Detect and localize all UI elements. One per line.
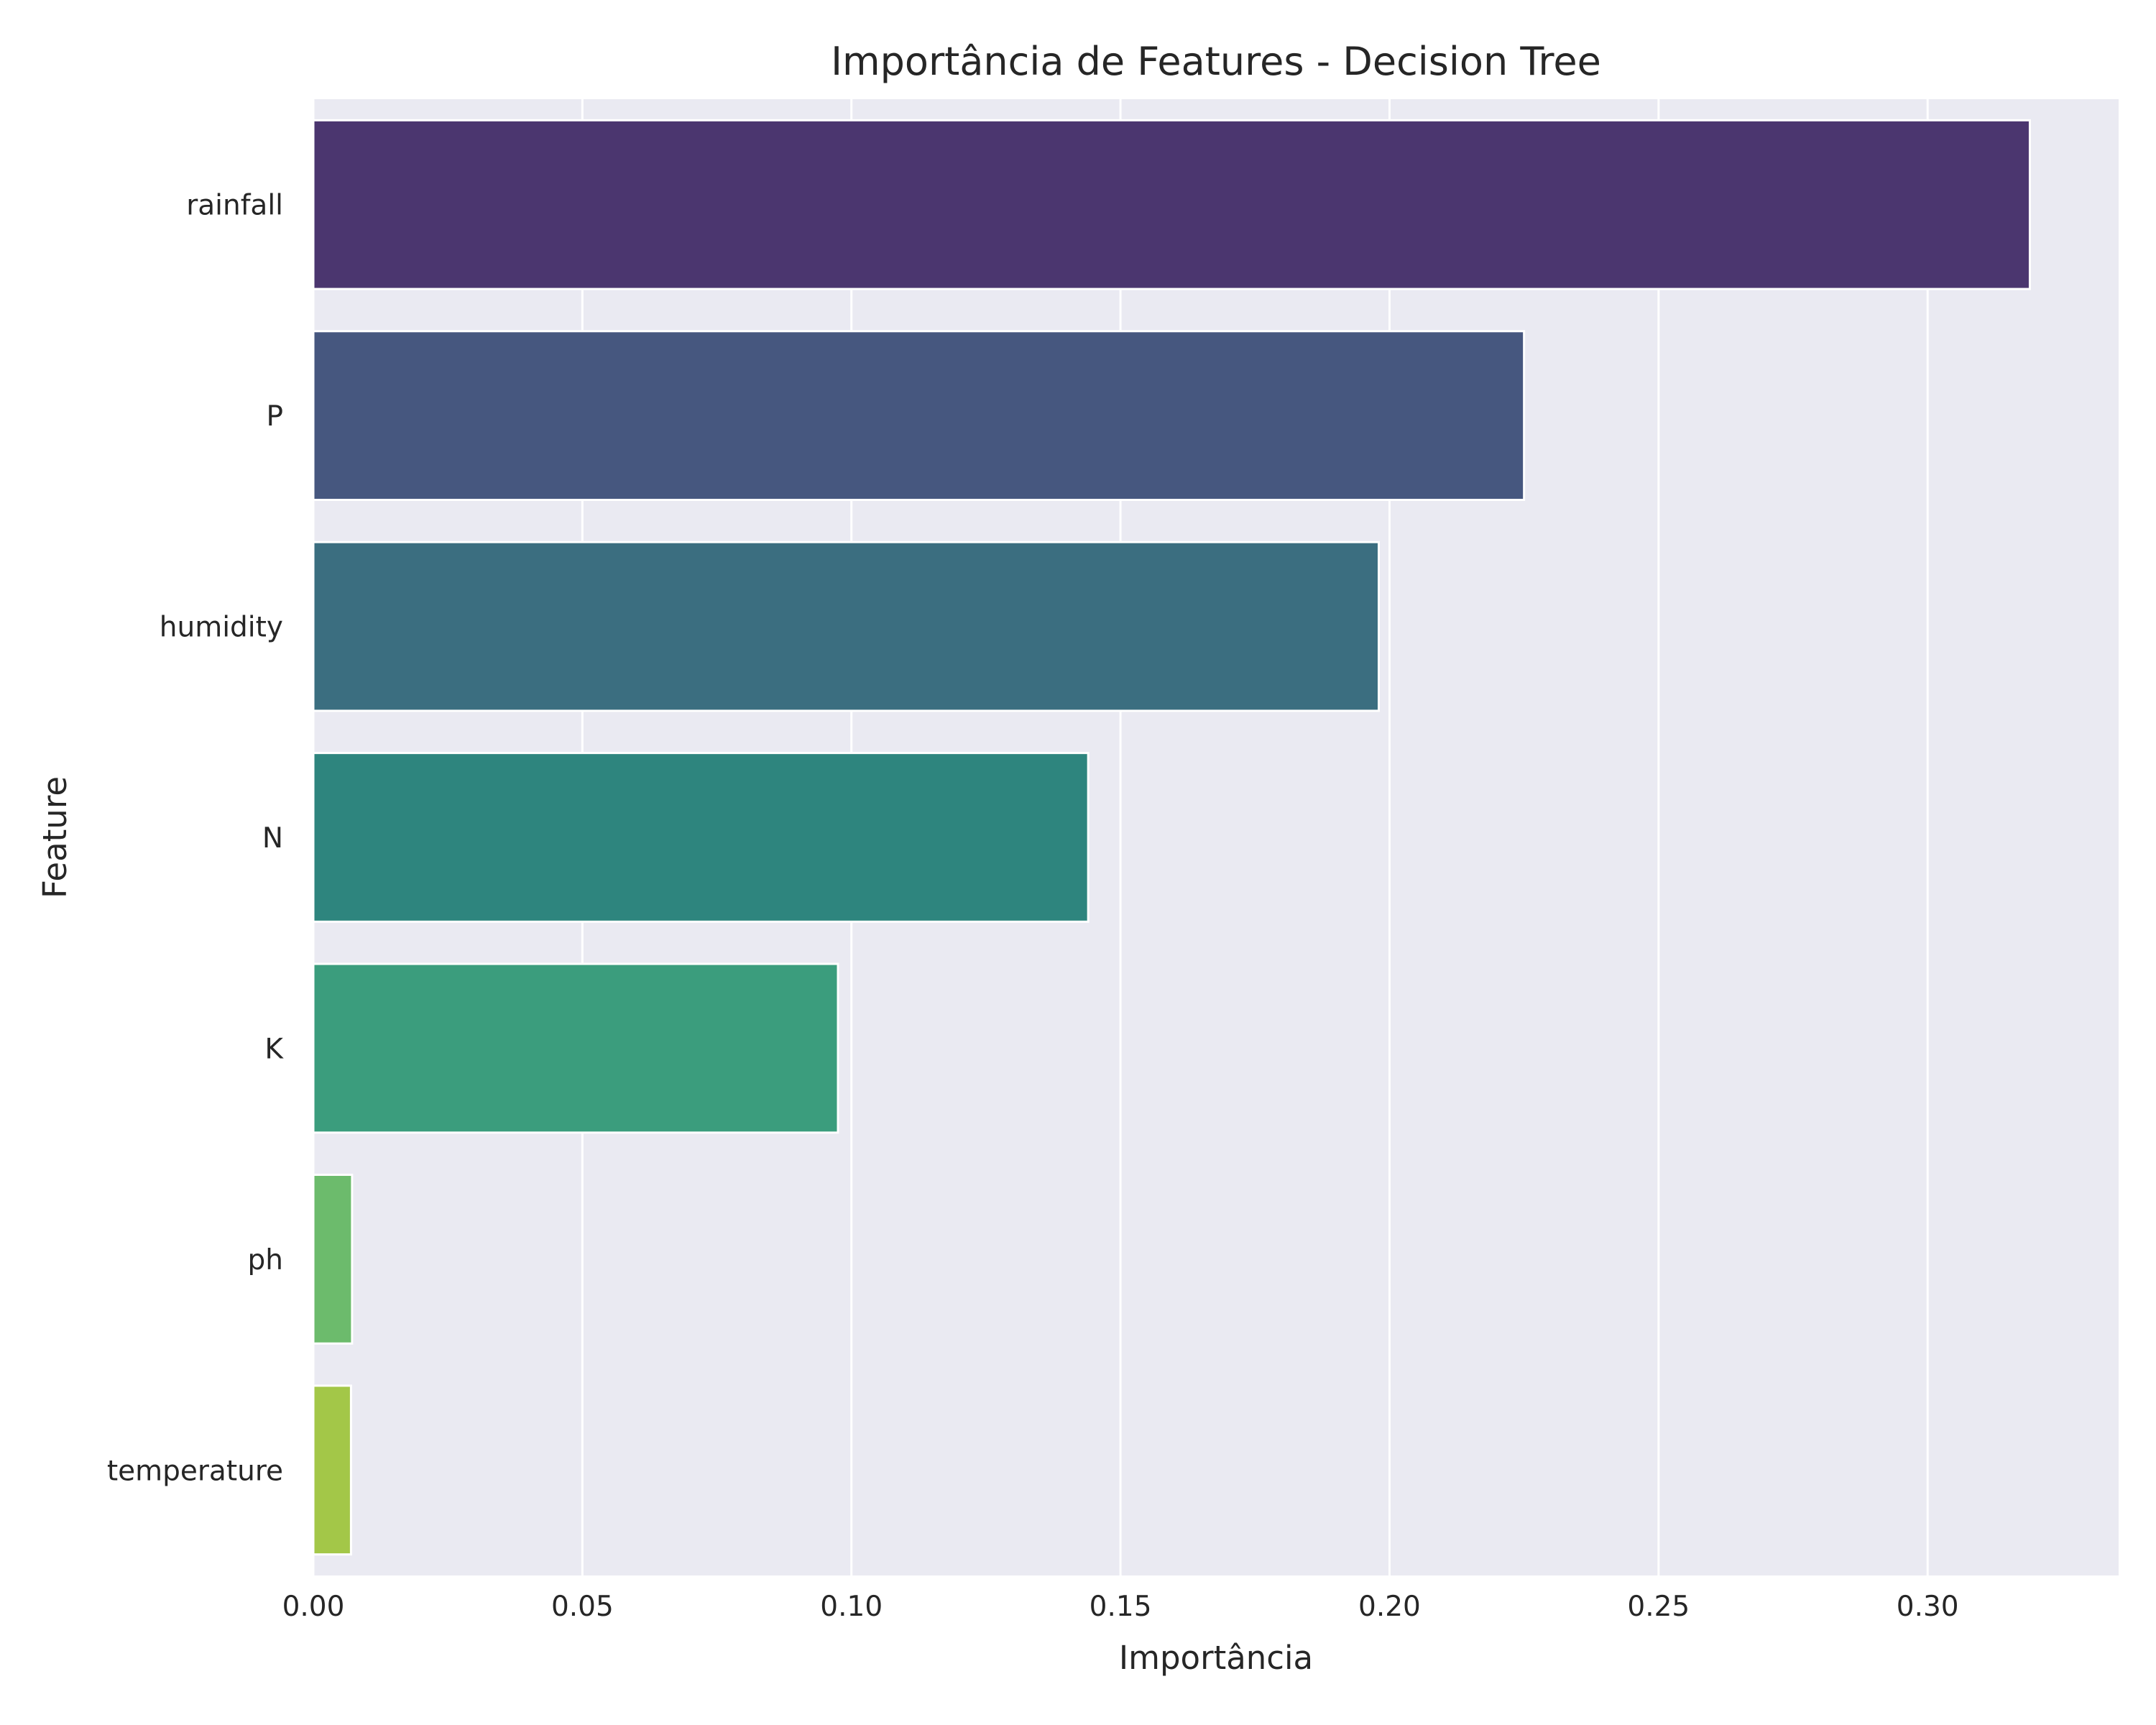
bar-ph [312, 1173, 354, 1345]
y-tick-label: N [262, 822, 283, 855]
x-tick-label: 0.30 [1897, 1591, 1959, 1623]
y-tick-label: ph [248, 1244, 283, 1276]
bar-temperature [312, 1384, 352, 1556]
x-axis-label: Importância [1119, 1639, 1313, 1677]
y-axis-label: Feature [36, 776, 74, 898]
bar-p [312, 330, 1526, 502]
y-tick-label: humidity [160, 612, 283, 644]
x-tick-label: 0.20 [1358, 1591, 1421, 1623]
y-tick-label: temperature [107, 1455, 283, 1487]
x-tick-label: 0.25 [1627, 1591, 1690, 1623]
x-tick-labels: 0.00 0.05 0.10 0.15 0.20 0.25 0.30 [282, 1591, 1959, 1623]
bar-k [312, 962, 839, 1134]
bar-n [312, 752, 1089, 923]
bar-humidity [312, 540, 1380, 712]
x-tick-label: 0.05 [551, 1591, 614, 1623]
x-tick-label: 0.10 [820, 1591, 883, 1623]
x-tick-label: 0.15 [1089, 1591, 1152, 1623]
bars [312, 119, 2031, 1556]
bar-rainfall [312, 119, 2031, 290]
y-tick-label: rainfall [186, 190, 283, 222]
chart-title: Importância de Features - Decision Tree [831, 39, 1601, 84]
y-tick-label: K [264, 1033, 284, 1065]
x-tick-label: 0.00 [282, 1591, 345, 1623]
y-tick-label: P [266, 400, 283, 433]
